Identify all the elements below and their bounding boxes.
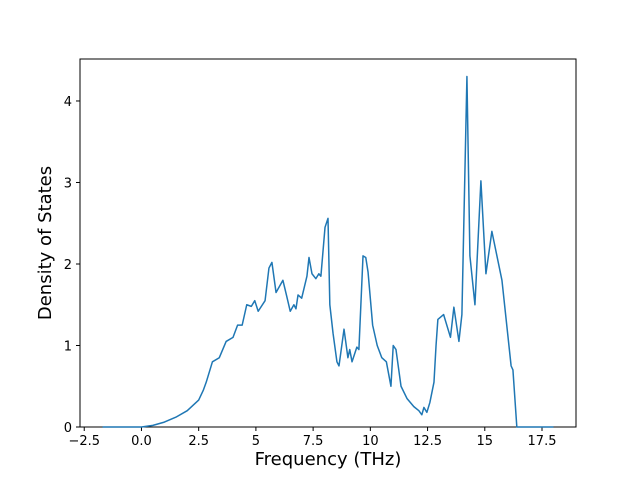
x-tick-label: 10 bbox=[362, 434, 379, 449]
x-tick-label: 17.5 bbox=[528, 434, 557, 449]
x-tick-label: −2.5 bbox=[68, 434, 100, 449]
y-tick-label: 4 bbox=[64, 95, 72, 110]
x-tick-label: 12.5 bbox=[413, 434, 442, 449]
x-tick-label: 15 bbox=[477, 434, 494, 449]
y-tick-label: 0 bbox=[64, 421, 72, 436]
plot-frame bbox=[79, 58, 577, 428]
x-tick-label: 0.0 bbox=[131, 434, 152, 449]
y-axis-label: Density of States bbox=[35, 166, 56, 320]
x-tick-label: 7.5 bbox=[303, 434, 324, 449]
line-series bbox=[102, 75, 554, 428]
x-axis-label: Frequency (THz) bbox=[255, 449, 402, 470]
x-tick-label: 5 bbox=[252, 434, 260, 449]
y-tick-label: 2 bbox=[64, 258, 72, 273]
y-tick-label: 1 bbox=[64, 339, 72, 354]
x-tick-label: 2.5 bbox=[188, 434, 209, 449]
y-tick-label: 3 bbox=[64, 176, 72, 191]
